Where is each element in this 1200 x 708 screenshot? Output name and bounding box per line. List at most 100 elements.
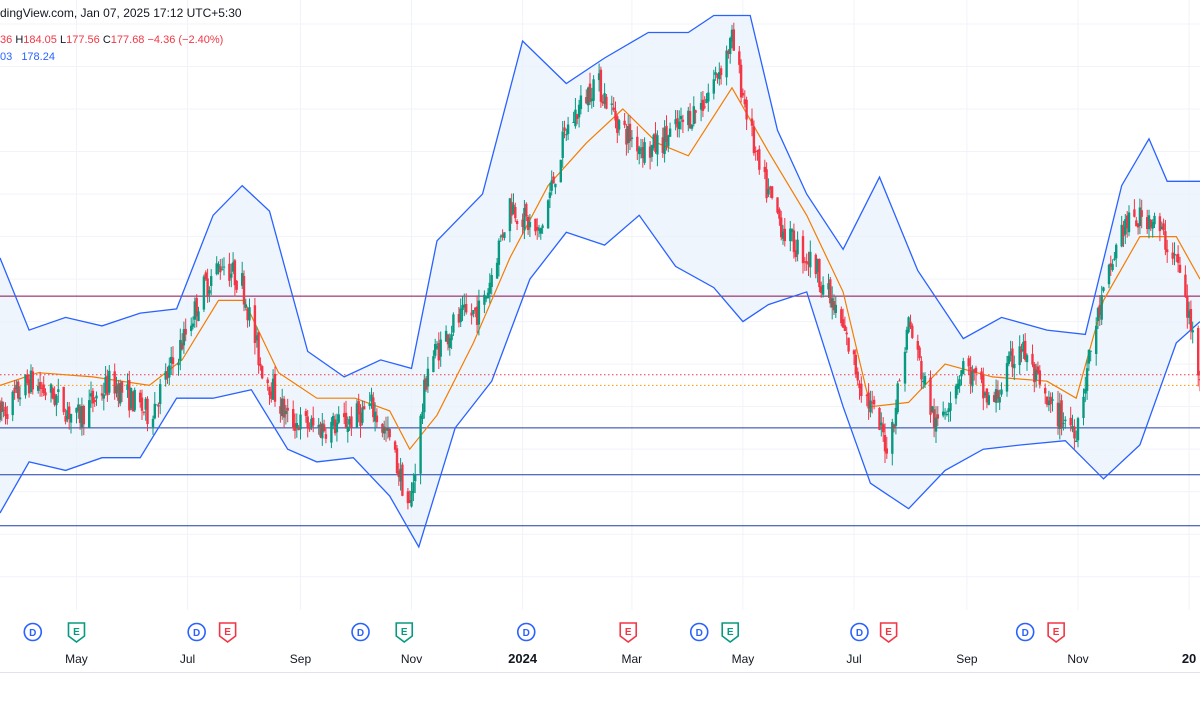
earnings-icon [1047, 622, 1065, 643]
earnings-event-marker[interactable]: E [218, 622, 237, 643]
candle-body [384, 427, 388, 431]
candle-body [215, 263, 218, 275]
candle-body [515, 221, 519, 224]
candle-body [282, 398, 286, 418]
candle-body [585, 97, 588, 104]
candle-body [967, 358, 970, 367]
candle-body [1151, 222, 1154, 229]
dividend-event-marker[interactable]: D [351, 622, 370, 642]
candle-body [719, 68, 723, 76]
candle-body [1122, 226, 1125, 237]
bollinger-value: 03 [0, 51, 13, 63]
candle-body [51, 388, 54, 399]
candle-body [1071, 426, 1074, 430]
time-axis-label: 2024 [508, 651, 538, 666]
high-value: 184.05 [23, 34, 57, 46]
candle-body [281, 398, 284, 417]
candle-body [579, 95, 583, 110]
dividend-event-marker[interactable]: D [689, 622, 709, 642]
candle-body [1160, 226, 1163, 230]
time-axis[interactable]: May Jul Sep Nov 2024 Mar May Jul Sep Nov 20 [65, 651, 1196, 666]
dividend-label: D [1022, 628, 1029, 639]
candle-body [40, 387, 44, 389]
candle-body [1135, 220, 1138, 227]
candle-body [166, 372, 169, 379]
candle-body [115, 385, 118, 393]
candle-body [463, 304, 466, 308]
candle-body [408, 500, 411, 503]
dividend-label: D [696, 628, 703, 639]
candle-body [707, 92, 710, 102]
time-axis-label: Nov [1067, 652, 1088, 666]
candle-body [257, 332, 260, 366]
earnings-label: E [73, 627, 80, 638]
candle-body [650, 145, 654, 157]
candle-body [244, 304, 247, 308]
dividend-event-marker[interactable]: D [187, 622, 206, 642]
dividend-icon [850, 622, 869, 642]
candle-body [38, 382, 42, 390]
candle-body [373, 411, 377, 422]
earnings-event-marker[interactable]: E [395, 622, 414, 643]
candle-body [922, 380, 925, 383]
dividend-event-marker[interactable]: D [850, 622, 869, 642]
candle-body [195, 297, 198, 317]
candle-body [1044, 387, 1047, 394]
earnings-event-marker[interactable]: E [67, 622, 86, 643]
candle-body [1136, 223, 1140, 228]
earnings-event-marker[interactable]: E [721, 622, 739, 643]
candle-body [1087, 349, 1091, 364]
candle-body [852, 350, 856, 355]
candle-body [783, 228, 786, 242]
candle-body [987, 395, 990, 405]
candle-body [401, 464, 404, 496]
earnings-event-marker[interactable]: E [619, 622, 638, 643]
candle-body [679, 115, 683, 120]
candle-body [142, 411, 146, 413]
candle-body [1127, 212, 1131, 233]
candle-body [284, 410, 288, 415]
candle-body [308, 428, 311, 430]
candle-body [499, 236, 502, 238]
candle-body [1111, 264, 1114, 270]
candle-body [102, 394, 105, 399]
candle-body [820, 286, 823, 293]
candle-body [871, 402, 874, 404]
candle-body [1085, 368, 1089, 391]
dividend-event-marker[interactable]: D [1015, 622, 1035, 642]
candle-body [627, 126, 630, 143]
candle-body [916, 341, 919, 350]
candle-body [911, 325, 914, 338]
candle-body [259, 363, 262, 367]
dividend-event-marker[interactable]: D [516, 622, 536, 642]
candlesticks[interactable] [0, 22, 1200, 510]
candle-body [179, 340, 182, 361]
candle-body [461, 305, 464, 310]
candle-body [279, 406, 282, 414]
candle-body [88, 400, 91, 428]
earnings-event-marker[interactable]: E [879, 622, 898, 643]
candle-body [905, 329, 908, 350]
candle-body [809, 251, 812, 268]
candle-body [550, 180, 553, 191]
earnings-event-marker[interactable]: E [1047, 622, 1065, 643]
candle-body [80, 405, 84, 428]
candle-body [95, 395, 98, 399]
candle-body [472, 310, 475, 314]
candle-body [1084, 388, 1087, 394]
candle-body [82, 406, 85, 425]
high-label: H [15, 34, 24, 46]
candle-body [539, 227, 542, 234]
dividend-event-marker[interactable]: D [23, 622, 43, 642]
candle-body [690, 124, 694, 129]
candle-body [146, 398, 149, 424]
candle-body [450, 334, 453, 341]
candle-body [139, 392, 142, 403]
candle-body [343, 413, 346, 418]
candle-body [184, 328, 187, 335]
candle-body [357, 401, 360, 415]
candle-body [780, 217, 783, 238]
candle-body [381, 423, 384, 433]
